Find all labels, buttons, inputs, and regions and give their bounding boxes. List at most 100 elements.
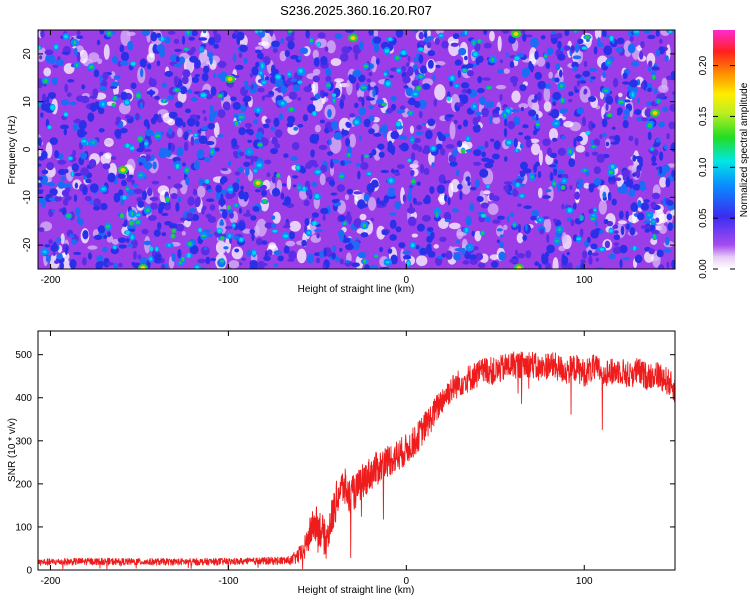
- spectrogram-mid-spot: [591, 151, 599, 156]
- spectrogram-mid-spot: [445, 250, 453, 260]
- spectrogram-low-spot: [213, 122, 220, 138]
- spectrogram-high-core: [217, 228, 223, 234]
- spectrogram-mid-spot: [280, 37, 285, 45]
- spectrogram-high-core: [181, 256, 185, 262]
- spectrogram-low-spot: [314, 124, 321, 133]
- spectrogram-mid-spot: [580, 259, 587, 264]
- spectrogram-mid-spot: [174, 48, 183, 53]
- spectrogram-mid-spot: [552, 101, 557, 107]
- spectrogram-high-core: [198, 228, 202, 232]
- spectrogram-mid-spot: [49, 188, 58, 196]
- spectrogram-mid-spot: [375, 57, 380, 65]
- spectrogram-high-core: [252, 250, 256, 255]
- spectrogram-y-ticks: -20 -10 0 10 20: [22, 48, 675, 252]
- spectrogram-mid-spot: [653, 88, 658, 95]
- spectrogram-low-spot: [438, 192, 447, 205]
- spectrogram-peak-core: [227, 77, 233, 81]
- snr-y-tick-label: 300: [15, 436, 32, 447]
- spectrogram-high-core: [228, 234, 231, 238]
- spectrogram-mid-spot: [140, 68, 144, 78]
- spectrogram-mid-spot: [532, 129, 538, 136]
- spectrogram-mid-spot: [483, 42, 492, 49]
- spectrogram-high-core: [317, 42, 321, 47]
- spectrogram-mid-spot: [557, 40, 562, 50]
- spectrogram-mid-spot: [453, 252, 462, 261]
- spectrogram-mid-spot: [454, 59, 462, 66]
- spectrogram-mid-spot: [347, 214, 352, 225]
- spectrogram-mid-spot: [644, 228, 650, 233]
- spectrogram-high-core: [168, 243, 171, 247]
- spectrogram-mid-spot: [277, 255, 284, 262]
- spectrogram-mid-spot: [361, 97, 365, 107]
- spectrogram-mid-spot: [346, 122, 352, 128]
- spectrogram-low-spot: [583, 182, 590, 189]
- spectrogram-mid-spot: [271, 223, 277, 229]
- spectrogram-x-tick-label: 100: [576, 275, 593, 286]
- spectrogram-mid-spot: [258, 262, 268, 267]
- spectrogram-mid-spot: [519, 161, 528, 170]
- spectrogram-high-core: [568, 150, 572, 154]
- spectrogram-mid-spot: [46, 162, 55, 171]
- spectrogram-high-core: [63, 112, 69, 117]
- spectrogram-low-spot: [60, 233, 65, 245]
- spectrogram-high-core: [481, 213, 486, 218]
- spectrogram-mid-spot: [599, 229, 604, 235]
- spectrogram-mid-spot: [82, 185, 88, 195]
- spectrogram-high-core: [446, 96, 451, 101]
- spectrogram-mid-spot: [603, 218, 609, 225]
- spectrogram-mid-spot: [299, 47, 309, 55]
- spectrogram-mid-spot: [190, 96, 198, 102]
- spectrogram-mid-spot: [303, 86, 312, 93]
- spectrogram-mid-spot: [154, 253, 159, 263]
- spectrogram-high-core: [383, 72, 387, 76]
- spectrogram-mid-spot: [250, 84, 254, 90]
- spectrogram-mid-spot: [590, 243, 598, 250]
- spectrogram-mid-spot: [117, 237, 127, 243]
- spectrogram-high-core: [514, 56, 520, 60]
- spectrogram-mid-spot: [509, 258, 519, 264]
- spectrogram-high-core: [450, 75, 455, 81]
- spectrogram-mid-spot: [167, 30, 176, 35]
- spectrogram-mid-spot: [63, 128, 68, 136]
- spectrogram-mid-spot: [522, 124, 529, 129]
- spectrogram-high-core: [561, 185, 565, 190]
- spectrogram-low-spot: [289, 220, 301, 232]
- spectrogram-mid-spot: [604, 240, 611, 249]
- spectrogram-mid-spot: [292, 175, 299, 179]
- spectrogram-low-spot: [409, 125, 415, 134]
- spectrogram-mid-spot: [345, 160, 353, 164]
- spectrogram-high-core: [554, 122, 558, 125]
- spectrogram-mid-spot: [208, 112, 216, 123]
- spectrogram-high-core: [81, 139, 87, 143]
- spectrogram-mid-spot: [639, 51, 644, 60]
- spectrogram-mid-spot: [164, 70, 174, 78]
- spectrogram-mid-spot: [327, 151, 334, 156]
- spectrogram-mid-spot: [119, 127, 128, 134]
- spectrogram-mid-spot: [291, 141, 300, 151]
- spectrogram-high-core: [38, 45, 41, 50]
- spectrogram-mid-spot: [331, 120, 339, 130]
- spectrogram-mid-spot: [156, 32, 162, 39]
- spectrogram-mid-spot: [40, 112, 44, 118]
- spectrogram-mid-spot: [231, 138, 238, 148]
- spectrogram-mid-spot: [313, 57, 320, 67]
- spectrogram-mid-spot: [408, 97, 416, 106]
- spectrogram-mid-spot: [550, 108, 560, 119]
- spectrogram-mid-spot: [271, 136, 279, 145]
- spectrogram-mid-spot: [531, 116, 537, 121]
- spectrogram-mid-spot: [57, 181, 66, 189]
- spectrogram-mid-spot: [653, 143, 659, 148]
- spectrogram-mid-spot: [535, 113, 539, 122]
- spectrogram-mid-spot: [415, 244, 420, 250]
- spectrogram-high-core: [590, 217, 596, 221]
- spectrogram-mid-spot: [57, 168, 67, 175]
- spectrogram-mid-spot: [651, 155, 657, 163]
- spectrogram-mid-spot: [76, 35, 84, 40]
- spectrogram-mid-spot: [559, 69, 563, 78]
- spectrogram-mid-spot: [230, 96, 237, 102]
- spectrogram-mid-spot: [377, 143, 385, 150]
- spectrogram-mid-spot: [587, 96, 597, 103]
- spectrogram-mid-spot: [373, 36, 382, 44]
- spectrogram-mid-spot: [201, 125, 209, 131]
- spectrogram-mid-spot: [446, 179, 451, 184]
